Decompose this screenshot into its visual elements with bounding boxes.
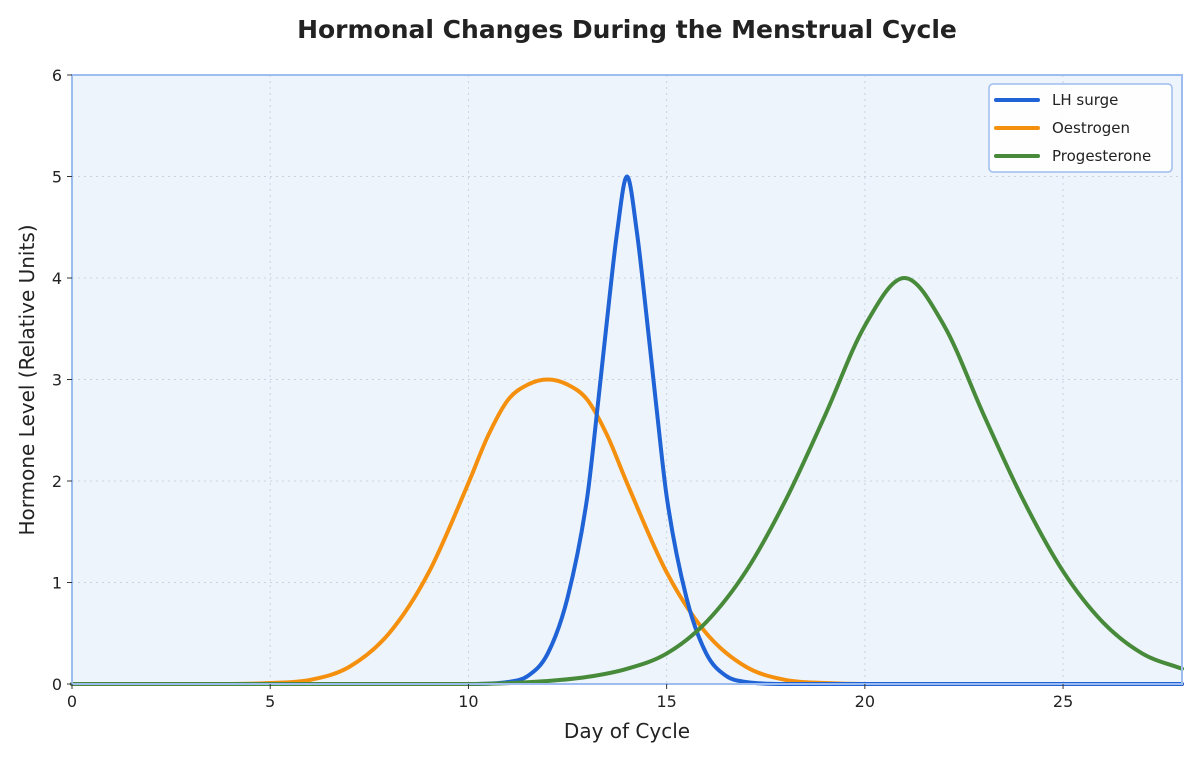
y-axis-ticks: 0 1 2 3 4 5 6 (52, 66, 72, 694)
y-tick-label: 0 (52, 675, 62, 694)
x-tick-label: 20 (855, 692, 875, 711)
y-axis-label: Hormone Level (Relative Units) (15, 224, 39, 535)
legend-label: Oestrogen (1052, 119, 1130, 137)
series-line-progesterone (70, 276, 1184, 687)
legend-box (988, 83, 1173, 173)
x-tick-label: 0 (67, 692, 77, 711)
series-lines (70, 174, 1184, 687)
legend: LH surge Oestrogen Progesterone (988, 83, 1173, 173)
y-tick-label: 1 (52, 574, 62, 593)
y-tick-label: 6 (52, 66, 62, 85)
chart-title: Hormonal Changes During the Menstrual Cy… (297, 15, 957, 44)
x-axis-ticks: 0 5 10 15 20 25 (67, 684, 1073, 711)
x-tick-label: 5 (265, 692, 275, 711)
x-tick-label: 10 (458, 692, 478, 711)
x-axis-label: Day of Cycle (564, 719, 690, 743)
legend-label: LH surge (1052, 91, 1118, 109)
y-tick-label: 5 (52, 168, 62, 187)
series-line-oestrogen (70, 377, 1184, 687)
grid-lines (72, 75, 1182, 684)
x-tick-label: 25 (1053, 692, 1073, 711)
series-line-lh-surge (70, 174, 1184, 687)
y-tick-label: 3 (52, 371, 62, 390)
y-tick-label: 2 (52, 472, 62, 491)
y-tick-label: 4 (52, 269, 62, 288)
x-tick-label: 15 (656, 692, 676, 711)
legend-label: Progesterone (1052, 147, 1151, 165)
